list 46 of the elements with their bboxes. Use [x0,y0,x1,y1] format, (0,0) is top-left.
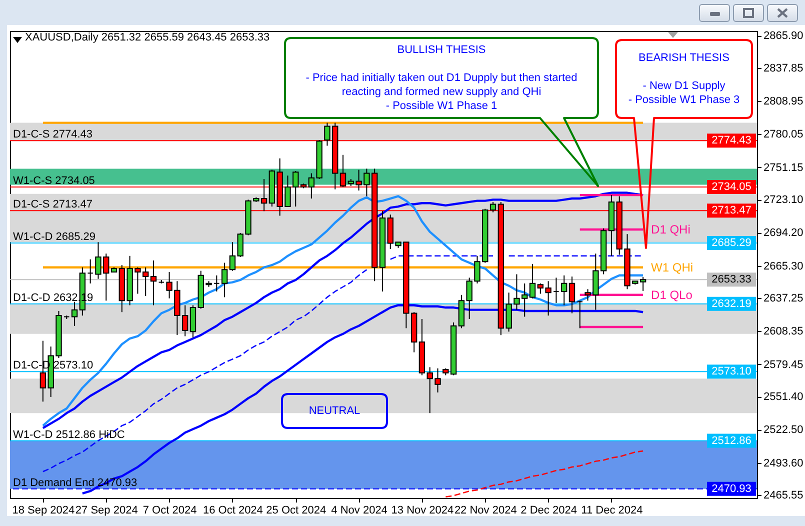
annotation: NEUTRAL [308,404,362,418]
annotation: W1-C-D 2512.86 HiDC [13,428,125,441]
y-tick-label: 2465.55 [764,490,804,502]
series-label: D1 QLo [651,288,693,302]
x-tick-label: 16 Oct 2024 [202,504,263,516]
text: BULLISH THESIS - Price had initially taken out D1 Dupply but then started reacting and formed new supply and QHi - Possible W1 Phase 1 [306,44,578,112]
ref-line-label: 2632.19 [712,298,752,310]
y-tick-label: 2493.60 [764,457,804,470]
x-tick-label: 18 Sep 2024 [12,504,75,516]
y-tick-label: 2694.20 [764,227,804,240]
y-tick-label: 2723.10 [764,194,804,206]
x-tick-label: 7 Oct 2024 [142,504,197,516]
x-tick-label: 11 Dec 2024 [581,504,643,516]
x-tick-label: 22 Nov 2024 [454,504,517,516]
y-tick-label: 2780.05 [764,128,804,141]
series-label: W1 QHi [651,260,694,274]
x-tick-label: 13 Nov 2024 [391,504,454,516]
y-tick-label: 2665.30 [764,260,804,272]
annotation: W1-C-S 2734.05 [13,174,95,187]
chart-title: XAUUSD,Daily 2651.32 2655.59 2643.45 2653.33 [25,32,270,44]
annotation: D1-C-S 2774.43 [13,128,92,141]
ref-line-label: 2713.47 [712,204,752,217]
ref-line-label: 2734.05 [712,180,752,193]
x-tick-label: 25 Oct 2024 [266,504,326,516]
x-tick-label: 2 Dec 2024 [520,504,577,516]
annotation: W1-C-D 2685.29 [13,230,96,243]
x-tick-label: 4 Nov 2024 [331,504,388,516]
y-tick-label: 2751.15 [764,162,804,174]
annotation: D1-C-S 2713.47 [13,198,92,211]
y-tick-label: 2608.35 [764,326,804,338]
y-tick-label: 2637.25 [764,292,804,305]
ref-line-label: 2774.43 [712,134,752,147]
y-tick-label: 2522.50 [764,424,804,436]
y-tick-label: 2551.40 [764,391,804,404]
y-tick-label: 2579.45 [764,358,804,371]
ref-line-label: 2653.33 [712,274,752,286]
y-tick-label: 2837.85 [764,62,804,74]
x-tick-label: 27 Sep 2024 [75,504,138,516]
y-tick-label: 2865.90 [764,30,804,42]
ref-line-label: 2685.29 [712,236,752,249]
ref-line-label: 2512.86 [712,434,752,447]
ref-line-label: 2573.10 [712,366,752,378]
series-label: D1 QHi [651,222,690,237]
ref-line-label: 2470.93 [712,482,752,495]
text: BEARISH THESIS - New D1 Supply - Possible W1 Phase 3 [628,52,740,106]
y-tick-label: 2808.95 [764,96,804,108]
